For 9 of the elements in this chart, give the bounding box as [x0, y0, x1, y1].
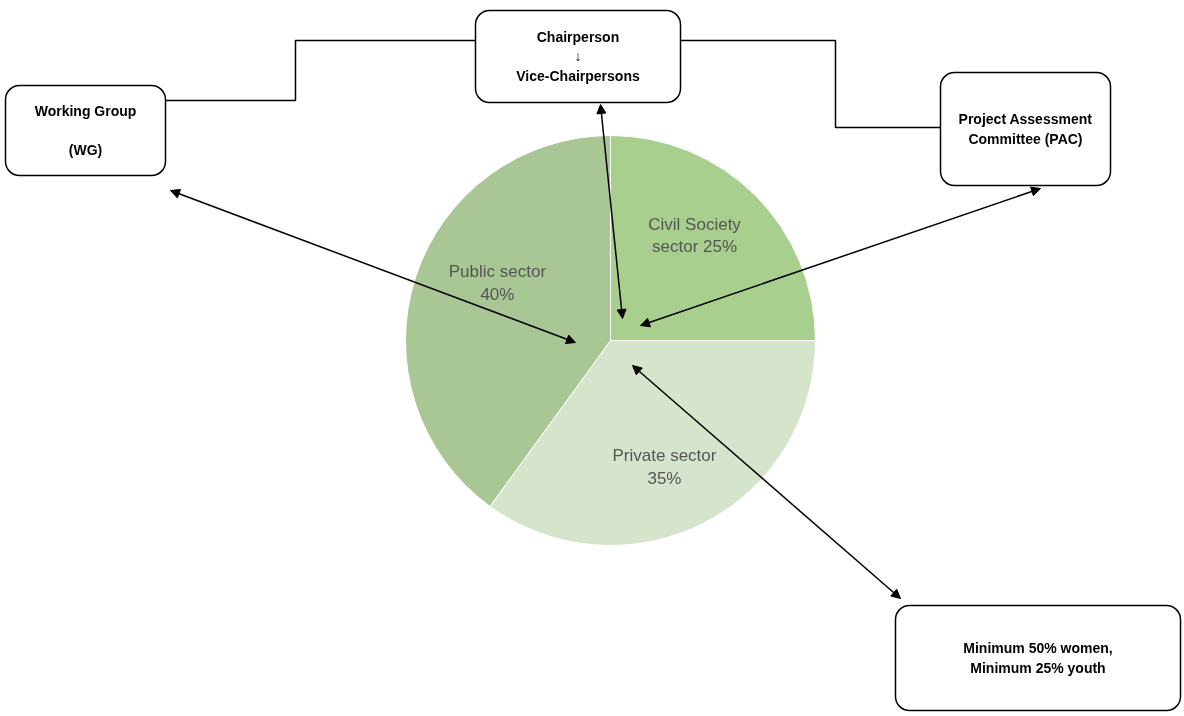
- slice-label: Public sector: [448, 261, 547, 281]
- data-label: 35%: [647, 469, 682, 489]
- slice-label: Private sector: [612, 446, 717, 466]
- data-label: 40%: [480, 284, 515, 304]
- text: Minimum 50% women, Minimum 25% youth: [963, 640, 1113, 676]
- text: Project Assessment Committee (PAC): [958, 111, 1093, 147]
- text: Working Group (WG): [34, 103, 137, 158]
- text: Chairperson ↓ Vice-Chairpersons: [516, 29, 640, 84]
- slice-label: Civil Society sector 25%: [648, 214, 742, 257]
